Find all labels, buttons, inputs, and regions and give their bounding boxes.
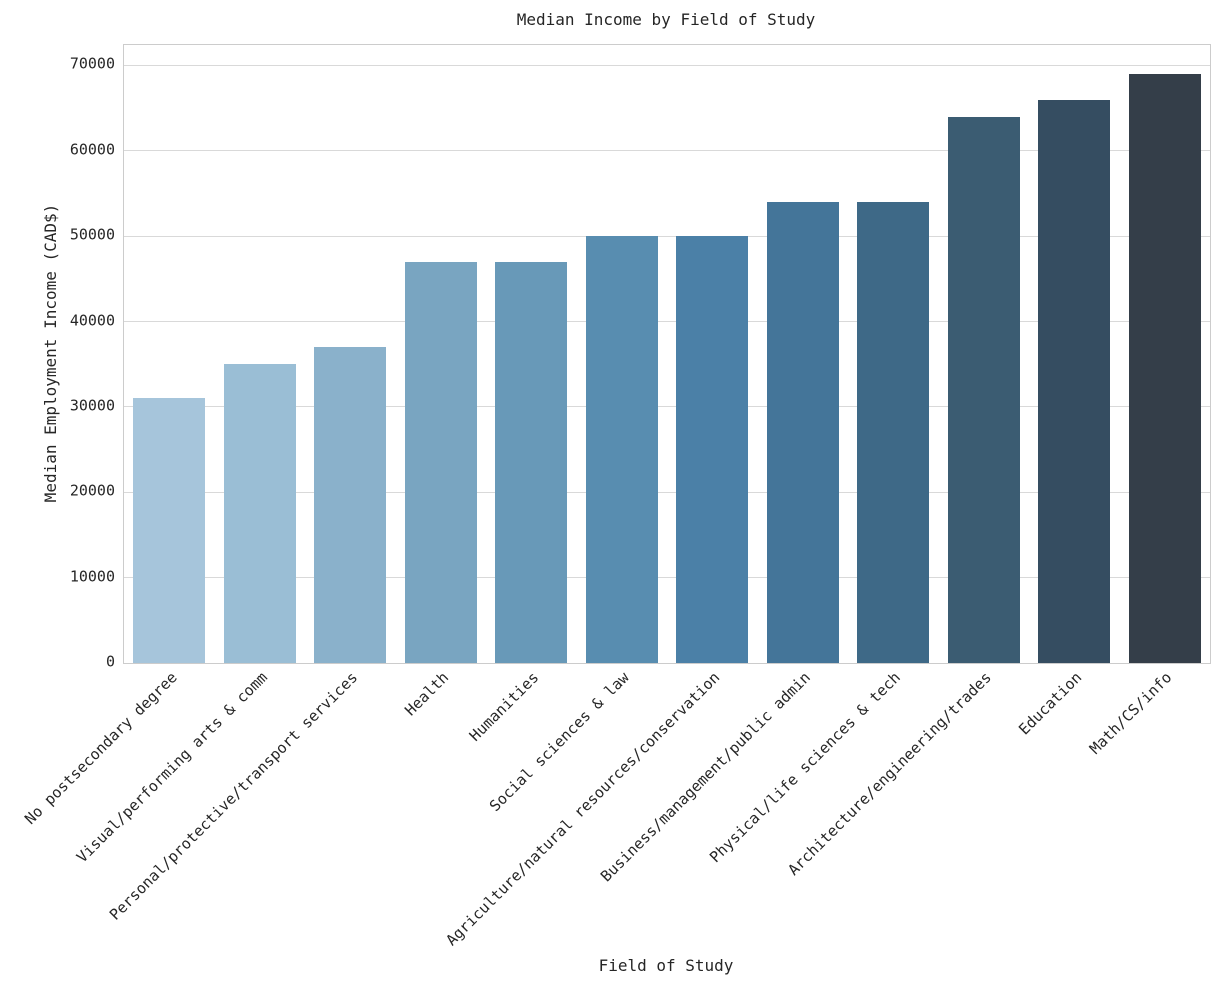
gridline-70000: [124, 64, 1210, 66]
bar-9: [857, 202, 930, 663]
bar-10: [947, 116, 1020, 663]
y-tick-label-20000: 20000: [69, 481, 115, 500]
x-tick-label-9: Physical/life sciences & tech: [706, 668, 905, 867]
bar-12: [1128, 74, 1201, 663]
plot-area: [123, 44, 1211, 664]
y-tick-label-0: 0: [105, 652, 115, 671]
gridline-30000: [124, 406, 1210, 408]
bar-11: [1038, 99, 1111, 663]
y-axis-label: Median Employment Income (CAD$): [41, 203, 60, 503]
gridline-60000: [124, 150, 1210, 152]
y-tick-label-70000: 70000: [69, 54, 115, 73]
gridline-40000: [124, 321, 1210, 323]
x-tick-label-12: Math/CS/info: [1086, 668, 1176, 758]
bar-3: [314, 347, 387, 663]
bar-2: [223, 364, 296, 663]
gridline-50000: [124, 235, 1210, 237]
y-tick-label-10000: 10000: [69, 567, 115, 586]
bar-6: [585, 236, 658, 663]
gridline-10000: [124, 577, 1210, 579]
y-tick-label-40000: 40000: [69, 311, 115, 330]
x-tick-label-5: Humanities: [465, 668, 543, 745]
y-tick-label-30000: 30000: [69, 396, 115, 415]
x-tick-label-10: Architecture/engineering/trades: [784, 668, 995, 879]
bar-8: [766, 202, 839, 663]
bar-5: [495, 261, 568, 663]
y-tick-label-50000: 50000: [69, 225, 115, 244]
x-axis-label: Field of Study: [598, 956, 734, 975]
bar-4: [404, 261, 477, 663]
bar-7: [676, 236, 749, 663]
chart-title: Median Income by Field of Study: [516, 10, 816, 29]
y-tick-label-60000: 60000: [69, 140, 115, 159]
x-tick-label-1: No postsecondary degree: [20, 668, 181, 828]
x-tick-label-11: Education: [1015, 668, 1086, 739]
x-tick-label-4: Health: [400, 668, 452, 720]
bar-1: [133, 398, 206, 663]
gridline-20000: [124, 491, 1210, 493]
x-tick-label-2: Visual/performing arts & comm: [72, 668, 271, 867]
